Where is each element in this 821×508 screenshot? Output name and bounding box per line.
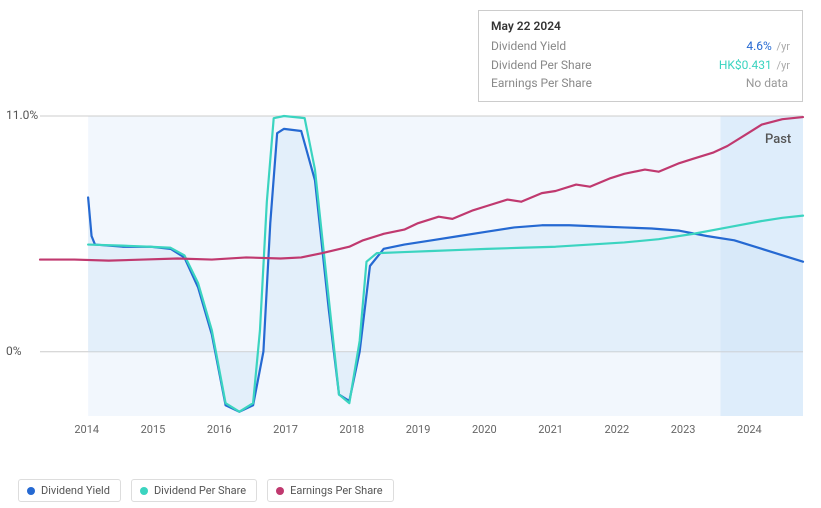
legend: Dividend Yield Dividend Per Share Earnings… — [18, 479, 394, 502]
legend-dot — [27, 487, 35, 495]
tooltip-row-label: Earnings Per Share — [491, 74, 592, 93]
x-axis-labels: 2014 2015 2016 2017 2018 2019 2020 2021 2022 2023… — [74, 423, 761, 436]
tooltip-row-value: 4.6% /yr — [746, 37, 790, 56]
tooltip-row: Dividend Per Share HK$0.431 /yr — [491, 56, 790, 75]
x-axis-tick-label: 2015 — [141, 423, 166, 436]
legend-label: Earnings Per Share — [290, 484, 383, 497]
legend-dot — [276, 487, 284, 495]
chart-area: 0% 11.0% 2014 2015 2016 2017 2018 2019 2020 2021… — [0, 106, 821, 456]
x-axis-tick-label: 2019 — [406, 423, 431, 436]
tooltip-row-label: Dividend Per Share — [491, 56, 592, 75]
x-axis-tick-label: 2016 — [207, 423, 232, 436]
tooltip-box: May 22 2024 Dividend Yield4.6% /yrDivide… — [478, 10, 803, 102]
tooltip-date: May 22 2024 — [491, 19, 790, 33]
y-axis-tick-label: 0% — [6, 344, 22, 358]
x-axis-tick-label: 2018 — [339, 423, 364, 436]
tooltip-row-value: No data — [746, 74, 790, 93]
legend-item[interactable]: Dividend Yield — [18, 479, 121, 502]
tooltip-row-label: Dividend Yield — [491, 37, 566, 56]
tooltip-row: Earnings Per Share No data — [491, 74, 790, 93]
x-axis-tick-label: 2022 — [604, 423, 629, 436]
line-chart-svg — [0, 106, 821, 456]
legend-label: Dividend Per Share — [154, 484, 246, 497]
tooltip-row: Dividend Yield 4.6% /yr — [491, 37, 790, 56]
legend-item[interactable]: Dividend Per Share — [131, 479, 257, 502]
past-region-label: Past — [765, 132, 791, 147]
x-axis-tick-label: 2020 — [472, 423, 497, 436]
legend-dot — [140, 487, 148, 495]
x-axis-tick-label: 2024 — [737, 423, 762, 436]
x-axis-tick-label: 2017 — [273, 423, 298, 436]
y-axis-tick-label: 11.0% — [6, 108, 38, 122]
x-axis-tick-label: 2023 — [671, 423, 696, 436]
legend-label: Dividend Yield — [41, 484, 110, 497]
x-axis-tick-label: 2021 — [538, 423, 563, 436]
legend-item[interactable]: Earnings Per Share — [267, 479, 394, 502]
tooltip-row-value: HK$0.431 /yr — [719, 56, 790, 75]
x-axis-tick-label: 2014 — [74, 423, 99, 436]
